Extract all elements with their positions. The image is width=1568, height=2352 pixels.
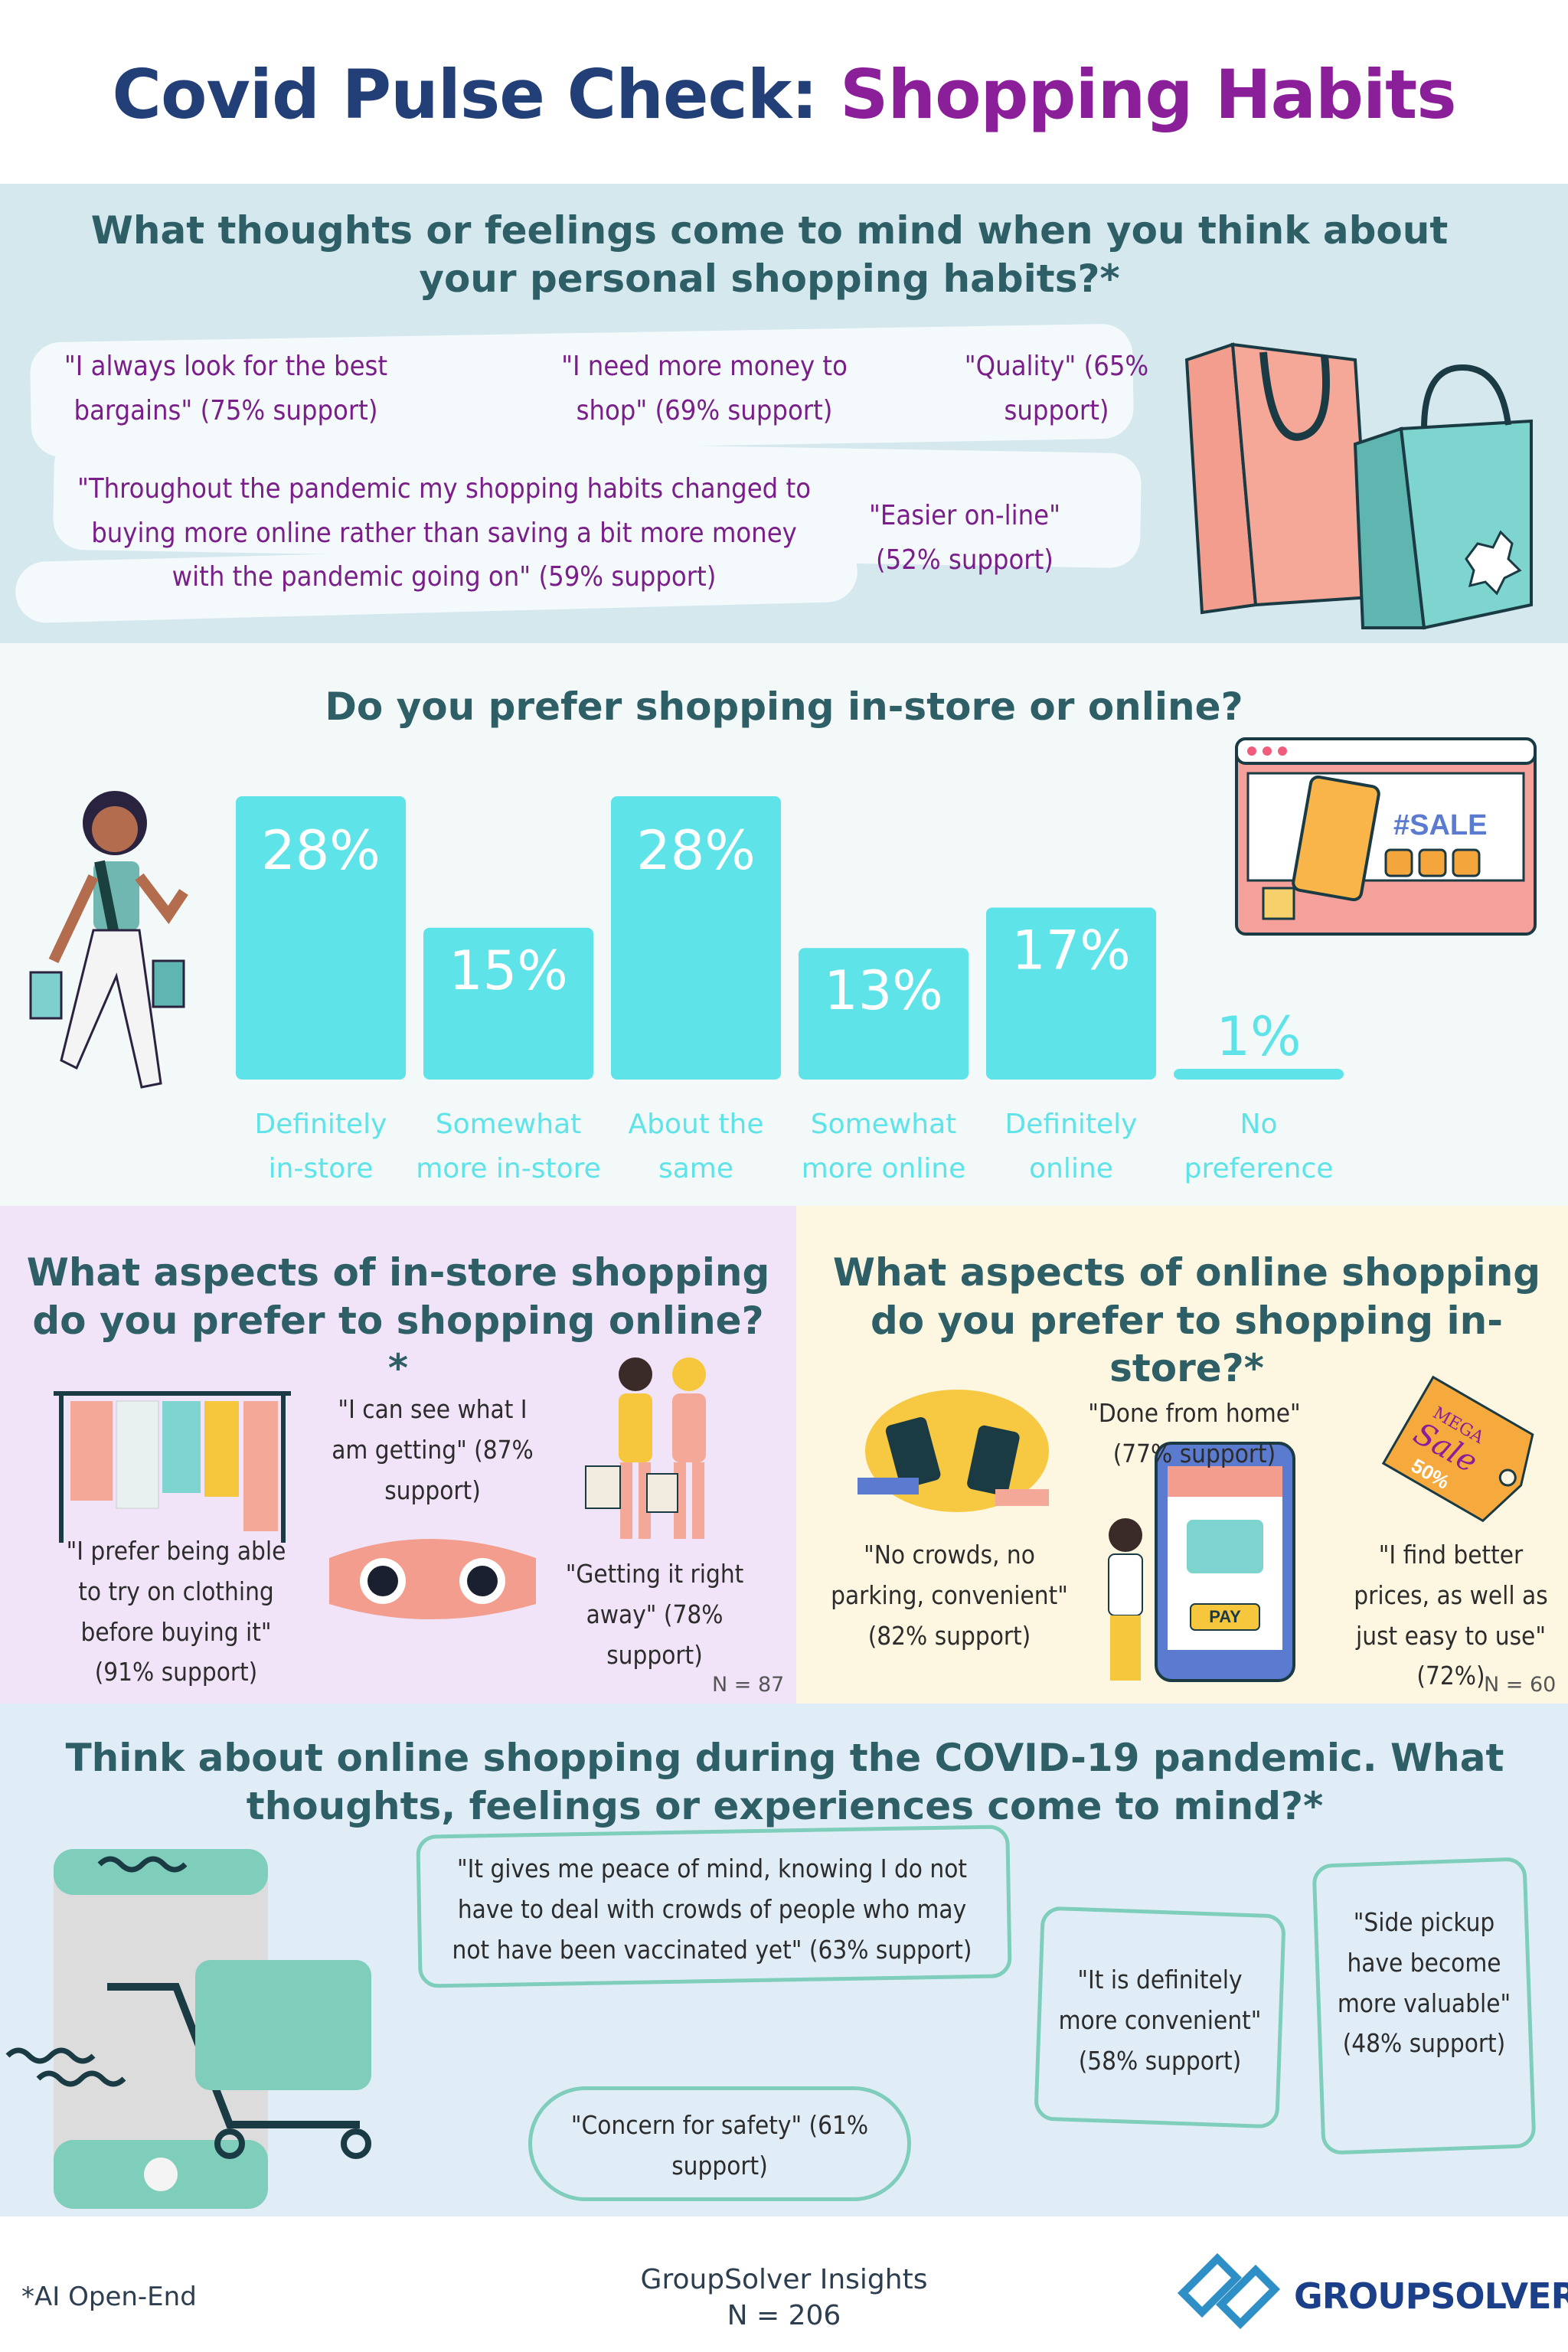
- sale-tag-illustration: MEGA Sale 50%: [1381, 1375, 1534, 1523]
- category-label-0-line-1: in-store: [269, 1153, 374, 1184]
- footer-source: GroupSolver Insights N = 206: [554, 2262, 1014, 2334]
- bar-4: [986, 907, 1156, 1080]
- woman-with-bags-illustration: [29, 791, 188, 1089]
- quote-more-money: "I need more money to shop" (69% support…: [561, 351, 848, 426]
- groupsolver-logo-text: GROUPSOLVER: [1294, 2275, 1568, 2317]
- bar-value-label-3: 13%: [824, 959, 943, 1022]
- bar-3: [799, 948, 969, 1080]
- quote-side-pickup: "Side pickup have become more valuable" …: [1337, 1907, 1511, 2059]
- eyes-illustration: [329, 1539, 536, 1619]
- quote-try-on-clothing: "I prefer being able to try on clothing …: [66, 1536, 286, 1687]
- quote-more-convenient: "It is definitely more convenient" (58% …: [1058, 1965, 1262, 2076]
- shopping-bags-illustration: [1184, 342, 1533, 630]
- category-label-1-line-0: Somewhat: [436, 1109, 582, 1140]
- section-shopping-habits: What thoughts or feelings come to mind w…: [0, 184, 1568, 643]
- category-label-3-line-1: more online: [802, 1153, 966, 1184]
- quote-quality: "Quality" (65% support): [964, 351, 1149, 426]
- category-label-0-line-0: Definitely: [255, 1109, 387, 1140]
- preference-bar-chart: 28% Definitely in-store 15% Somewhat more in-…: [236, 796, 1344, 1184]
- online-sale-screen-illustration: #SALE: [1235, 737, 1537, 936]
- pay-button-text: PAY: [1209, 1607, 1241, 1626]
- footer-total-n: N = 206: [727, 2299, 841, 2331]
- bar-value-label-4: 17%: [1011, 919, 1131, 982]
- section-in-store-aspects: What aspects of in-store shopping do you…: [0, 1206, 796, 1704]
- question-covid-online-shopping: Think about online shopping during the C…: [65, 1736, 1504, 1828]
- sale-sign-text: #SALE: [1393, 809, 1487, 841]
- bar-value-label-2: 28%: [636, 819, 756, 882]
- quote-no-crowds: "No crowds, no parking, convenient" (82%…: [831, 1540, 1068, 1651]
- title-part-2: Shopping Habits: [840, 55, 1457, 134]
- category-label-4-line-1: online: [1029, 1153, 1113, 1184]
- page-title: Covid Pulse Check: Shopping Habits: [0, 55, 1568, 134]
- category-label-5-line-1: preference: [1184, 1153, 1334, 1184]
- sample-size-label: N = 87: [712, 1673, 785, 1697]
- bar-2: [611, 796, 781, 1080]
- quote-right-away: "Getting it right away" (78% support): [565, 1559, 744, 1670]
- question-store-vs-online: Do you prefer shopping in-store or onlin…: [325, 684, 1243, 729]
- category-label-2-line-0: About the: [629, 1109, 764, 1140]
- category-label-5-line-0: No: [1240, 1109, 1278, 1140]
- mobile-store-illustration: PAY: [1108, 1442, 1295, 1682]
- bar-5: [1174, 1069, 1344, 1080]
- phone-payment-illustration: [858, 1390, 1049, 1512]
- section-covid-online-shopping: Think about online shopping during the C…: [0, 1704, 1568, 2216]
- quote-concern-safety: "Concern for safety" (61% support): [570, 2110, 869, 2180]
- category-label-3-line-0: Somewhat: [811, 1109, 957, 1140]
- quote-peace-of-mind: "It gives me peace of mind, knowing I do…: [452, 1854, 972, 1965]
- question-in-store-aspects: What aspects of in-store shopping do you…: [26, 1250, 770, 1390]
- bar-value-label-0: 28%: [261, 819, 381, 882]
- bar-value-label-5: 1%: [1216, 1005, 1301, 1068]
- groupsolver-logo-icon: [1177, 2252, 1281, 2330]
- clothing-rack-illustration: [54, 1391, 291, 1543]
- bar-1: [423, 927, 593, 1080]
- women-shopping-illustration: [585, 1357, 706, 1539]
- sample-size-label: N = 60: [1484, 1673, 1557, 1697]
- quote-easier-online: "Easier on-line" (52% support): [869, 500, 1060, 576]
- section-online-aspects: What aspects of online shopping do you p…: [796, 1206, 1568, 1704]
- quote-best-bargains: "I always look for the best bargains" (7…: [64, 351, 388, 426]
- footnote: *AI Open-End: [21, 2282, 197, 2312]
- quote-done-from-home: "Done from home" (77% support): [1088, 1398, 1301, 1468]
- section-store-vs-online: Do you prefer shopping in-store or onlin…: [0, 643, 1568, 1206]
- quote-bubble: [528, 2086, 911, 2201]
- question-online-aspects: What aspects of online shopping do you p…: [832, 1250, 1541, 1390]
- bar-0: [236, 796, 406, 1080]
- quote-better-prices: "I find better prices, as well as just e…: [1354, 1540, 1548, 1691]
- quote-pandemic-online: "Throughout the pandemic my shopping hab…: [77, 473, 812, 593]
- title-part-1: Covid Pulse Check:: [112, 55, 841, 134]
- category-label-2-line-1: same: [658, 1153, 733, 1184]
- phone-cart-illustration: [5, 1849, 371, 2209]
- quote-see-what-getting: "I can see what I am getting" (87% suppo…: [332, 1394, 534, 1505]
- category-label-4-line-0: Definitely: [1005, 1109, 1138, 1140]
- category-label-1-line-1: more in-store: [416, 1153, 601, 1184]
- question-shopping-habits: What thoughts or feelings come to mind w…: [90, 208, 1449, 301]
- bar-value-label-1: 15%: [449, 939, 568, 1002]
- footer-source-name: GroupSolver Insights: [640, 2264, 928, 2295]
